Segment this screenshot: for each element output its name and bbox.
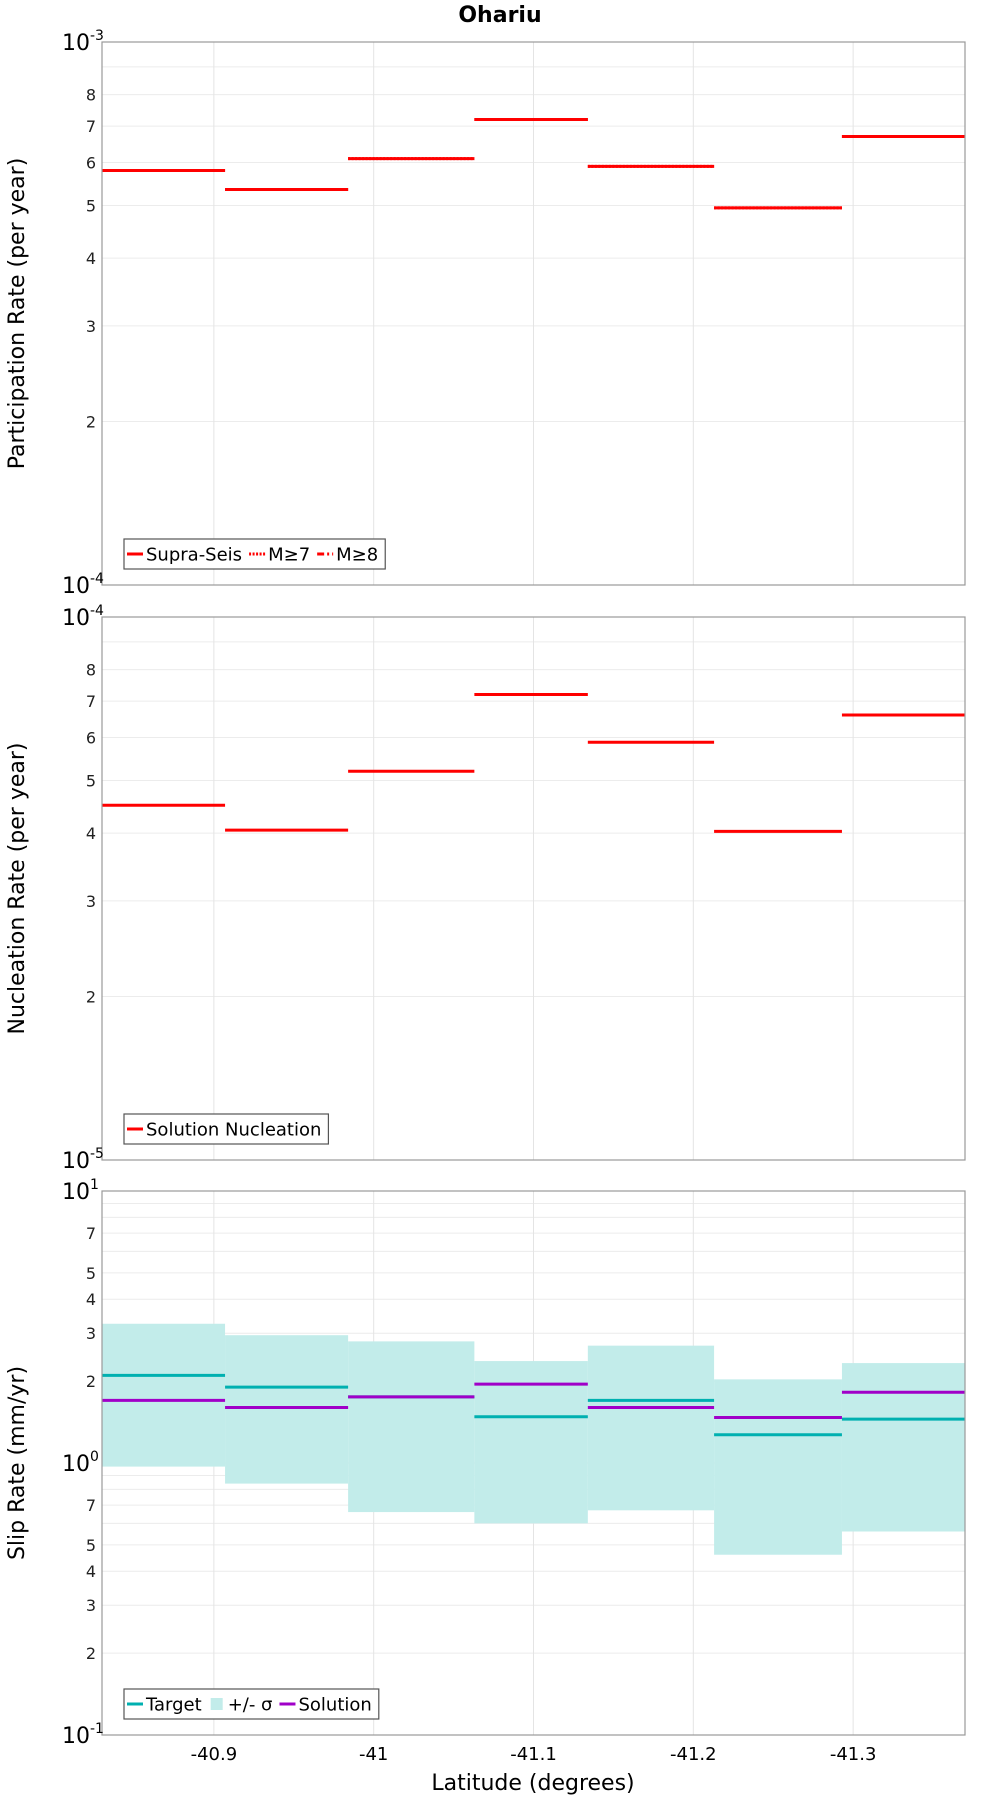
y-tick-label: 7 [86, 117, 96, 136]
sigma-band-segment [587, 1345, 715, 1511]
x-axis-label: Latitude (degrees) [431, 1771, 634, 1796]
legend-label: M≥8 [336, 545, 378, 566]
y-tick-label: 10 [62, 31, 90, 56]
y-tick-label: 10 [62, 1180, 90, 1205]
legend-label: Solution [298, 1695, 371, 1716]
y-tick-label: 4 [86, 1290, 96, 1309]
y-tick-label: 10 [62, 1149, 90, 1174]
plot-frame [101, 1190, 966, 1736]
y-tick-label: 7 [86, 1496, 96, 1515]
y-tick-label: 6 [86, 728, 96, 747]
y-axis-label: Slip Rate (mm/yr) [5, 1366, 30, 1560]
sigma-band-segment [714, 1379, 842, 1555]
sigma-band-segment [348, 1341, 475, 1513]
x-tick-label: -41.2 [670, 1744, 717, 1765]
sigma-band [102, 1323, 965, 1555]
plot-frame [101, 616, 966, 1161]
y-tick-exponent: -4 [90, 603, 104, 619]
y-tick-label: 8 [86, 86, 96, 105]
legend-box [123, 1113, 330, 1145]
y-tick-label: 5 [86, 1536, 96, 1555]
y-tick-label: 2 [86, 988, 96, 1007]
y-tick-label: 4 [86, 1562, 96, 1581]
y-tick-label: 3 [86, 1596, 96, 1615]
y-tick-label: 10 [62, 1452, 90, 1477]
y-tick-label: 6 [86, 153, 96, 172]
y-tick-label: 3 [86, 317, 96, 336]
legend: Solution Nucleation [123, 1113, 330, 1145]
y-axis-label: Participation Rate (per year) [5, 158, 30, 470]
y-tick-label: 3 [86, 1324, 96, 1343]
y-tick-label: 3 [86, 892, 96, 911]
sigma-band-segment [102, 1323, 226, 1467]
series-solution [102, 1382, 965, 1419]
y-tick-label: 4 [86, 249, 96, 268]
y-tick-label: 2 [86, 1372, 96, 1391]
y-tick-label: 5 [86, 196, 96, 215]
x-tick-label: -41.3 [830, 1744, 877, 1765]
legend-label: Solution Nucleation [146, 1120, 321, 1141]
y-tick-label: 10 [62, 606, 90, 631]
y-tick-label: 10 [62, 1724, 90, 1749]
y-tick-label: 8 [86, 661, 96, 680]
x-tick-label: -41.1 [510, 1744, 557, 1765]
grid [102, 616, 965, 1161]
y-tick-exponent: 1 [90, 1177, 99, 1193]
sigma-band-segment [474, 1361, 588, 1524]
figure-title: Ohariu [458, 3, 541, 28]
legend-label: M≥7 [268, 545, 310, 566]
y-tick-label: 10 [62, 574, 90, 599]
y-tick-label: 7 [86, 1224, 96, 1243]
legend-swatch [210, 1698, 223, 1710]
legend-label: +/- σ [228, 1695, 273, 1716]
legend: Supra-Seis M≥7 M≥8 [123, 538, 386, 570]
series-m-7 [102, 117, 965, 210]
y-tick-label: 2 [86, 413, 96, 432]
y-tick-exponent: 0 [90, 1449, 99, 1465]
y-tick-exponent: -4 [90, 571, 104, 587]
y-tick-label: 5 [86, 771, 96, 790]
legend-box [123, 1688, 380, 1720]
x-tick-label: -41 [359, 1744, 388, 1765]
legend-box [123, 538, 386, 570]
y-tick-label: 4 [86, 824, 96, 843]
grid [102, 41, 965, 586]
y-tick-exponent: -1 [90, 1721, 104, 1737]
y-tick-label: 7 [86, 692, 96, 711]
y-tick-label: 2 [86, 1644, 96, 1663]
legend-label: Target [145, 1695, 202, 1716]
legend-label: Supra-Seis [146, 545, 242, 566]
x-tick-label: -40.9 [191, 1744, 238, 1765]
y-tick-exponent: -3 [90, 28, 104, 44]
y-tick-label: 5 [86, 1264, 96, 1283]
sigma-band-segment [225, 1335, 349, 1484]
series-solution-nucleation [102, 692, 965, 833]
legend: Target +/- σ Solution [123, 1688, 380, 1720]
plot-frame [101, 41, 966, 586]
y-tick-exponent: -5 [90, 1146, 104, 1162]
sigma-band-segment [841, 1363, 965, 1532]
y-axis-label: Nucleation Rate (per year) [5, 743, 30, 1035]
